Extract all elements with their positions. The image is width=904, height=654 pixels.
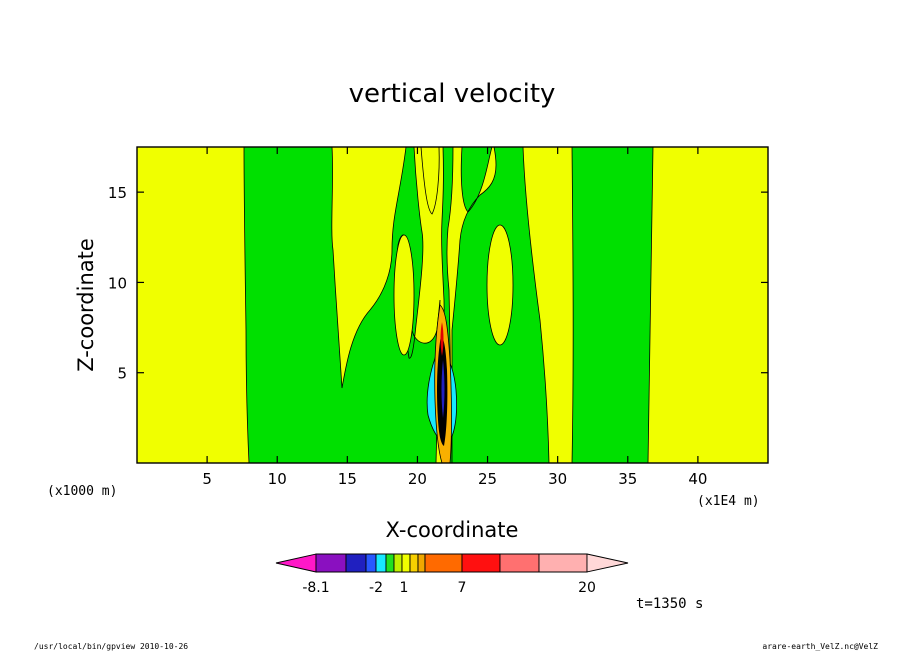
axis-ticks: 5 10 15 20 25 30 35 40 5 10 15 (108, 147, 768, 488)
colorbar-label: -8.1 (302, 580, 329, 596)
colorbar-cell (375, 553, 387, 573)
colorbar-cell (365, 553, 377, 573)
x-tick-label: 30 (548, 470, 567, 488)
colorbar-cell (401, 553, 411, 573)
x-tick-label: 35 (618, 470, 637, 488)
yellow-lobe-right (486, 224, 514, 346)
colorbar-cell (315, 553, 347, 573)
chart-title: vertical velocity (349, 79, 556, 109)
x-tick-label: 25 (478, 470, 497, 488)
x-tick-label: 10 (268, 470, 287, 488)
colorbar-cell (538, 553, 588, 573)
colorbar-cell (275, 553, 317, 573)
colorbar-cell (461, 553, 501, 573)
footer-left: /usr/local/bin/gpview 2010-10-26 (34, 642, 189, 651)
colorbar-labels: -8.1 -2 1 7 20 (302, 580, 596, 596)
contour-plot: vertical velocity 5 10 15 20 25 30 35 40 5 10 15 (… (47, 79, 769, 612)
yellow-finger-top (420, 146, 440, 215)
plot-frame (136, 146, 769, 464)
plot-area (136, 146, 769, 464)
colorbar-cell (424, 553, 463, 573)
yellow-lobe-left (393, 234, 415, 356)
time-label: t=1350 s (636, 596, 703, 612)
colorbar-label: 1 (400, 580, 409, 596)
colorbar-cell (417, 553, 426, 573)
green-region-far-right (571, 146, 654, 464)
colorbar-cell (409, 553, 419, 573)
colorbar-label: 7 (458, 580, 467, 596)
footer-right: arare-earth_VelZ.nc@VelZ (762, 642, 878, 651)
colorbar-label: -2 (369, 580, 383, 596)
colorbar-cell (499, 553, 540, 573)
red-core (440, 322, 444, 356)
x-unit-left: (x1000 m) (47, 484, 117, 499)
x-tick-label: 20 (408, 470, 427, 488)
y-axis-label: Z-coordinate (74, 238, 98, 372)
colorbar-cell (385, 553, 395, 573)
x-tick-label: 5 (202, 470, 212, 488)
y-tick-label: 5 (117, 365, 127, 383)
colorbar (275, 553, 629, 573)
blue-core (441, 360, 445, 418)
y-tick-label: 15 (108, 184, 127, 202)
colorbar-label: 20 (578, 580, 596, 596)
x-axis-label: X-coordinate (386, 518, 519, 542)
colorbar-cell (345, 553, 367, 573)
y-tick-label: 10 (108, 274, 127, 292)
x-unit-right: (x1E4 m) (697, 494, 760, 509)
x-tick-label: 15 (338, 470, 357, 488)
colorbar-cell (393, 553, 403, 573)
x-tick-label: 40 (688, 470, 707, 488)
colorbar-cell (586, 553, 629, 573)
